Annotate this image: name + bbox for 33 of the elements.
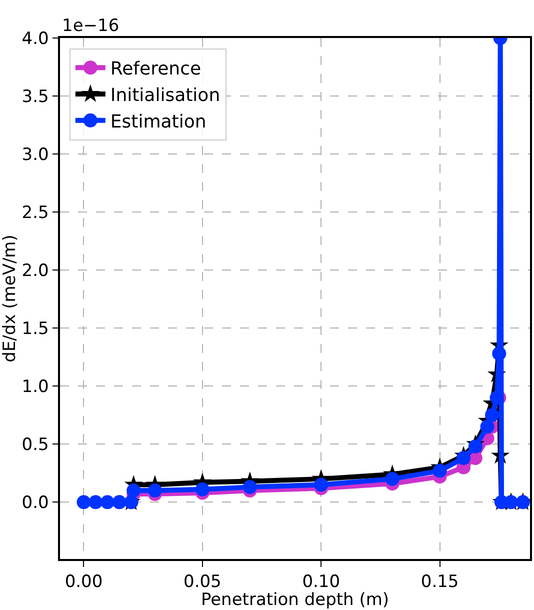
point [242,480,257,494]
legend-label: Initialisation [110,85,220,106]
point [385,472,400,486]
y-tick-label: 0.0 [22,493,49,514]
point [504,495,518,510]
y-tick-label: 4.0 [22,28,49,49]
text: 1e−16 [62,16,120,36]
x-tick-label: 0.15 [420,572,459,592]
point [490,390,504,405]
y-tick-label: 1.5 [22,319,49,340]
point [76,495,91,510]
point [516,495,530,510]
point [100,495,114,510]
x-axis-title: Penetration depth (m) [200,590,390,610]
point [88,495,103,510]
y-tick-label: 1.0 [22,377,49,398]
y-axis-title: dE/dx (meV/m) [0,234,20,362]
y-tick-label: 2.5 [22,203,49,223]
x-tick-label: 0.00 [64,572,103,592]
point [195,482,210,496]
y-tick-label: 0.5 [22,435,49,456]
y-tick-label: 3.5 [22,86,49,107]
point [480,420,494,434]
y-tick-label: 2.0 [22,261,49,282]
x-tick-label: 0.10 [302,572,340,592]
point [485,408,500,422]
x-tick-label: 0.05 [183,572,222,592]
legend-label: Reference [110,58,202,80]
y-tick-label: 3.0 [22,144,49,165]
point [492,346,506,361]
point [148,484,162,498]
legend-label: Estimation [110,111,206,132]
point [314,478,328,492]
